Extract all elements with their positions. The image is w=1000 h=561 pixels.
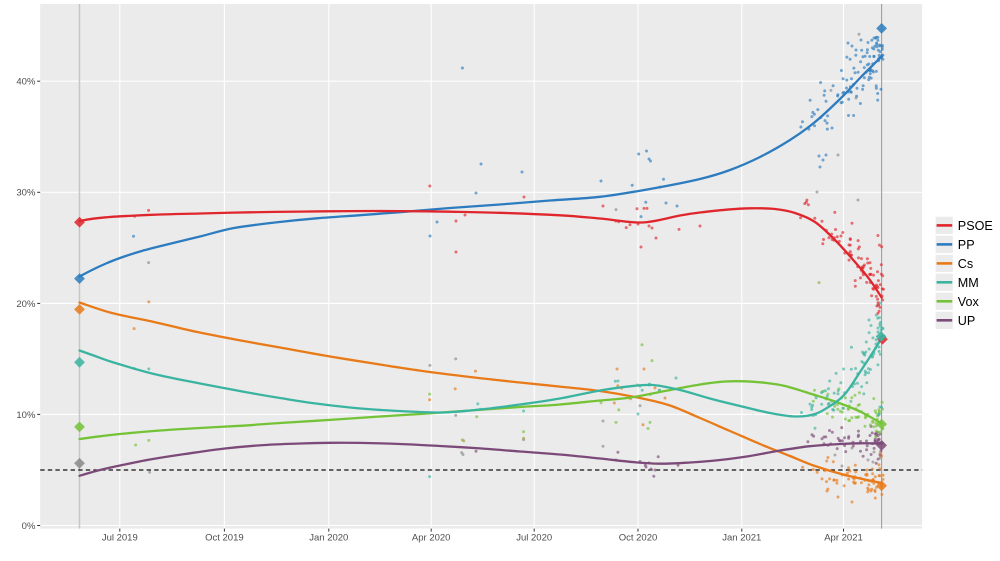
svg-text:Jan 2021: Jan 2021 bbox=[722, 533, 761, 544]
svg-text:Jul 2020: Jul 2020 bbox=[516, 533, 552, 544]
svg-text:Apr 2020: Apr 2020 bbox=[412, 533, 451, 544]
svg-text:UP: UP bbox=[958, 314, 976, 328]
svg-text:Oct 2020: Oct 2020 bbox=[619, 533, 658, 544]
svg-text:Vox: Vox bbox=[958, 295, 980, 309]
svg-text:0%: 0% bbox=[22, 521, 36, 532]
svg-text:Cs: Cs bbox=[958, 257, 973, 271]
svg-text:Jul 2019: Jul 2019 bbox=[102, 533, 138, 544]
svg-text:30%: 30% bbox=[16, 188, 36, 199]
svg-text:MM: MM bbox=[958, 276, 979, 290]
svg-text:40%: 40% bbox=[16, 77, 36, 88]
svg-text:Apr 2021: Apr 2021 bbox=[824, 533, 863, 544]
svg-text:PSOE: PSOE bbox=[958, 219, 993, 233]
svg-text:10%: 10% bbox=[16, 410, 36, 421]
svg-text:Oct 2019: Oct 2019 bbox=[205, 533, 244, 544]
svg-text:PP: PP bbox=[958, 238, 975, 252]
svg-text:20%: 20% bbox=[16, 299, 36, 310]
svg-text:Jan 2020: Jan 2020 bbox=[309, 533, 348, 544]
